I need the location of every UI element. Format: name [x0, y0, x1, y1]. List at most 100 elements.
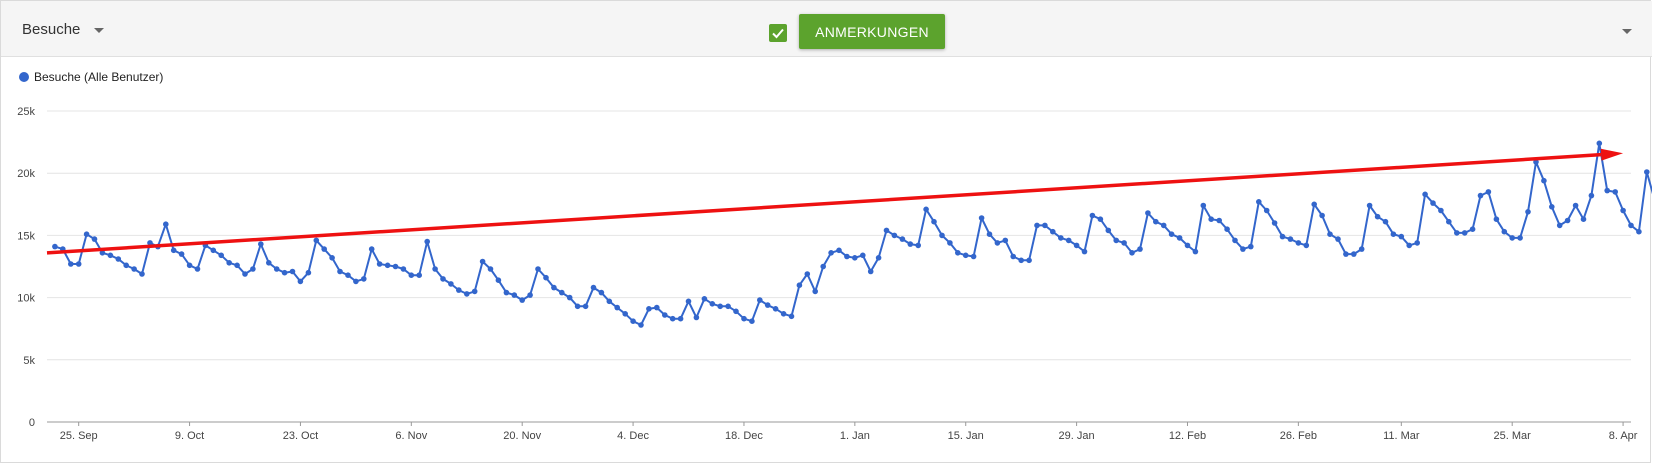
data-point — [432, 266, 438, 272]
data-point — [511, 292, 518, 298]
data-point — [487, 266, 494, 272]
data-point — [1105, 227, 1112, 234]
annotations-checkbox[interactable] — [769, 24, 787, 42]
data-point — [693, 314, 700, 321]
data-point — [1303, 242, 1310, 249]
data-point — [1469, 226, 1476, 232]
data-point — [1176, 235, 1183, 241]
legend-dot-icon — [19, 72, 29, 82]
data-point — [1279, 233, 1286, 240]
data-point — [1525, 209, 1531, 215]
y-tick-label: 15k — [17, 230, 35, 242]
data-point — [757, 297, 763, 303]
data-point — [1002, 237, 1009, 244]
data-point — [598, 289, 605, 296]
data-point — [860, 252, 866, 259]
data-point — [503, 289, 510, 296]
annotations-button[interactable]: ANMERKUNGEN — [799, 14, 945, 49]
data-point — [962, 252, 969, 259]
data-point — [772, 306, 779, 312]
x-tick-label: 25. Mar — [1494, 430, 1532, 442]
y-tick-label: 25k — [17, 106, 35, 118]
data-point — [899, 236, 906, 242]
data-point — [1556, 222, 1563, 229]
data-point — [978, 215, 985, 221]
data-point — [1509, 235, 1515, 241]
data-point — [582, 303, 589, 310]
data-point — [1406, 242, 1412, 249]
data-point — [535, 266, 541, 272]
data-point — [400, 266, 407, 272]
data-point — [994, 240, 1001, 246]
data-point — [955, 250, 961, 256]
data-point — [970, 253, 977, 260]
data-point — [131, 266, 137, 272]
data-point — [1224, 226, 1230, 232]
data-point — [867, 268, 874, 275]
data-point — [1580, 216, 1587, 222]
data-point — [1422, 191, 1428, 198]
chevron-down-icon — [94, 28, 105, 33]
x-tick-label: 23. Oct — [283, 430, 318, 442]
data-point — [907, 241, 914, 247]
data-point — [986, 231, 993, 237]
data-point — [226, 260, 232, 266]
data-point — [107, 252, 114, 259]
data-point — [1382, 218, 1389, 225]
data-point — [479, 258, 486, 265]
x-tick-label: 9. Oct — [175, 430, 204, 442]
data-point — [353, 278, 359, 285]
chart-legend: Besuche (Alle Benutzer) — [19, 70, 163, 84]
y-tick-label: 0 — [29, 417, 35, 429]
data-point — [590, 284, 597, 291]
data-point — [1454, 230, 1460, 236]
data-point — [1644, 169, 1650, 175]
data-point — [551, 284, 557, 291]
x-tick-label: 20. Nov — [503, 430, 541, 442]
x-tick-label: 8. Apr — [1609, 430, 1638, 442]
data-point — [194, 266, 201, 272]
data-point — [788, 313, 795, 320]
data-point — [1287, 236, 1294, 242]
data-point — [313, 237, 320, 244]
data-point — [186, 262, 193, 269]
data-point — [52, 243, 58, 250]
data-point — [1390, 231, 1397, 237]
x-tick-label: 18. Dec — [725, 430, 763, 442]
data-point — [250, 266, 256, 272]
data-point — [1065, 237, 1072, 244]
data-point — [725, 303, 731, 310]
data-point — [1343, 251, 1349, 257]
data-point — [915, 242, 921, 249]
data-point — [1137, 246, 1143, 252]
legend-label: Besuche (Alle Benutzer) — [34, 70, 164, 84]
data-point — [1366, 202, 1373, 209]
data-point — [1358, 246, 1365, 252]
panel-options-chevron-down-icon[interactable] — [1622, 29, 1632, 34]
data-point — [1168, 231, 1175, 237]
data-point — [654, 304, 660, 311]
metric-dropdown-label: Besuche — [22, 21, 81, 38]
data-point — [321, 246, 328, 252]
data-point — [1058, 235, 1064, 241]
data-point — [266, 260, 272, 266]
data-point — [1026, 257, 1032, 264]
data-point — [1461, 230, 1468, 236]
data-point — [170, 247, 177, 254]
data-point — [1588, 192, 1595, 199]
metric-dropdown[interactable]: Besuche — [22, 21, 105, 38]
data-point — [923, 206, 929, 213]
data-point — [1073, 242, 1080, 249]
data-point — [1541, 177, 1547, 184]
data-point — [1216, 217, 1222, 224]
data-point — [1485, 189, 1492, 195]
data-point — [1477, 192, 1484, 199]
data-point — [1351, 251, 1357, 257]
x-tick-label: 29. Jan — [1059, 430, 1095, 442]
data-point — [305, 269, 312, 276]
data-point — [1232, 237, 1238, 244]
data-point — [701, 296, 708, 302]
data-point — [519, 297, 525, 303]
data-point — [1612, 189, 1618, 195]
